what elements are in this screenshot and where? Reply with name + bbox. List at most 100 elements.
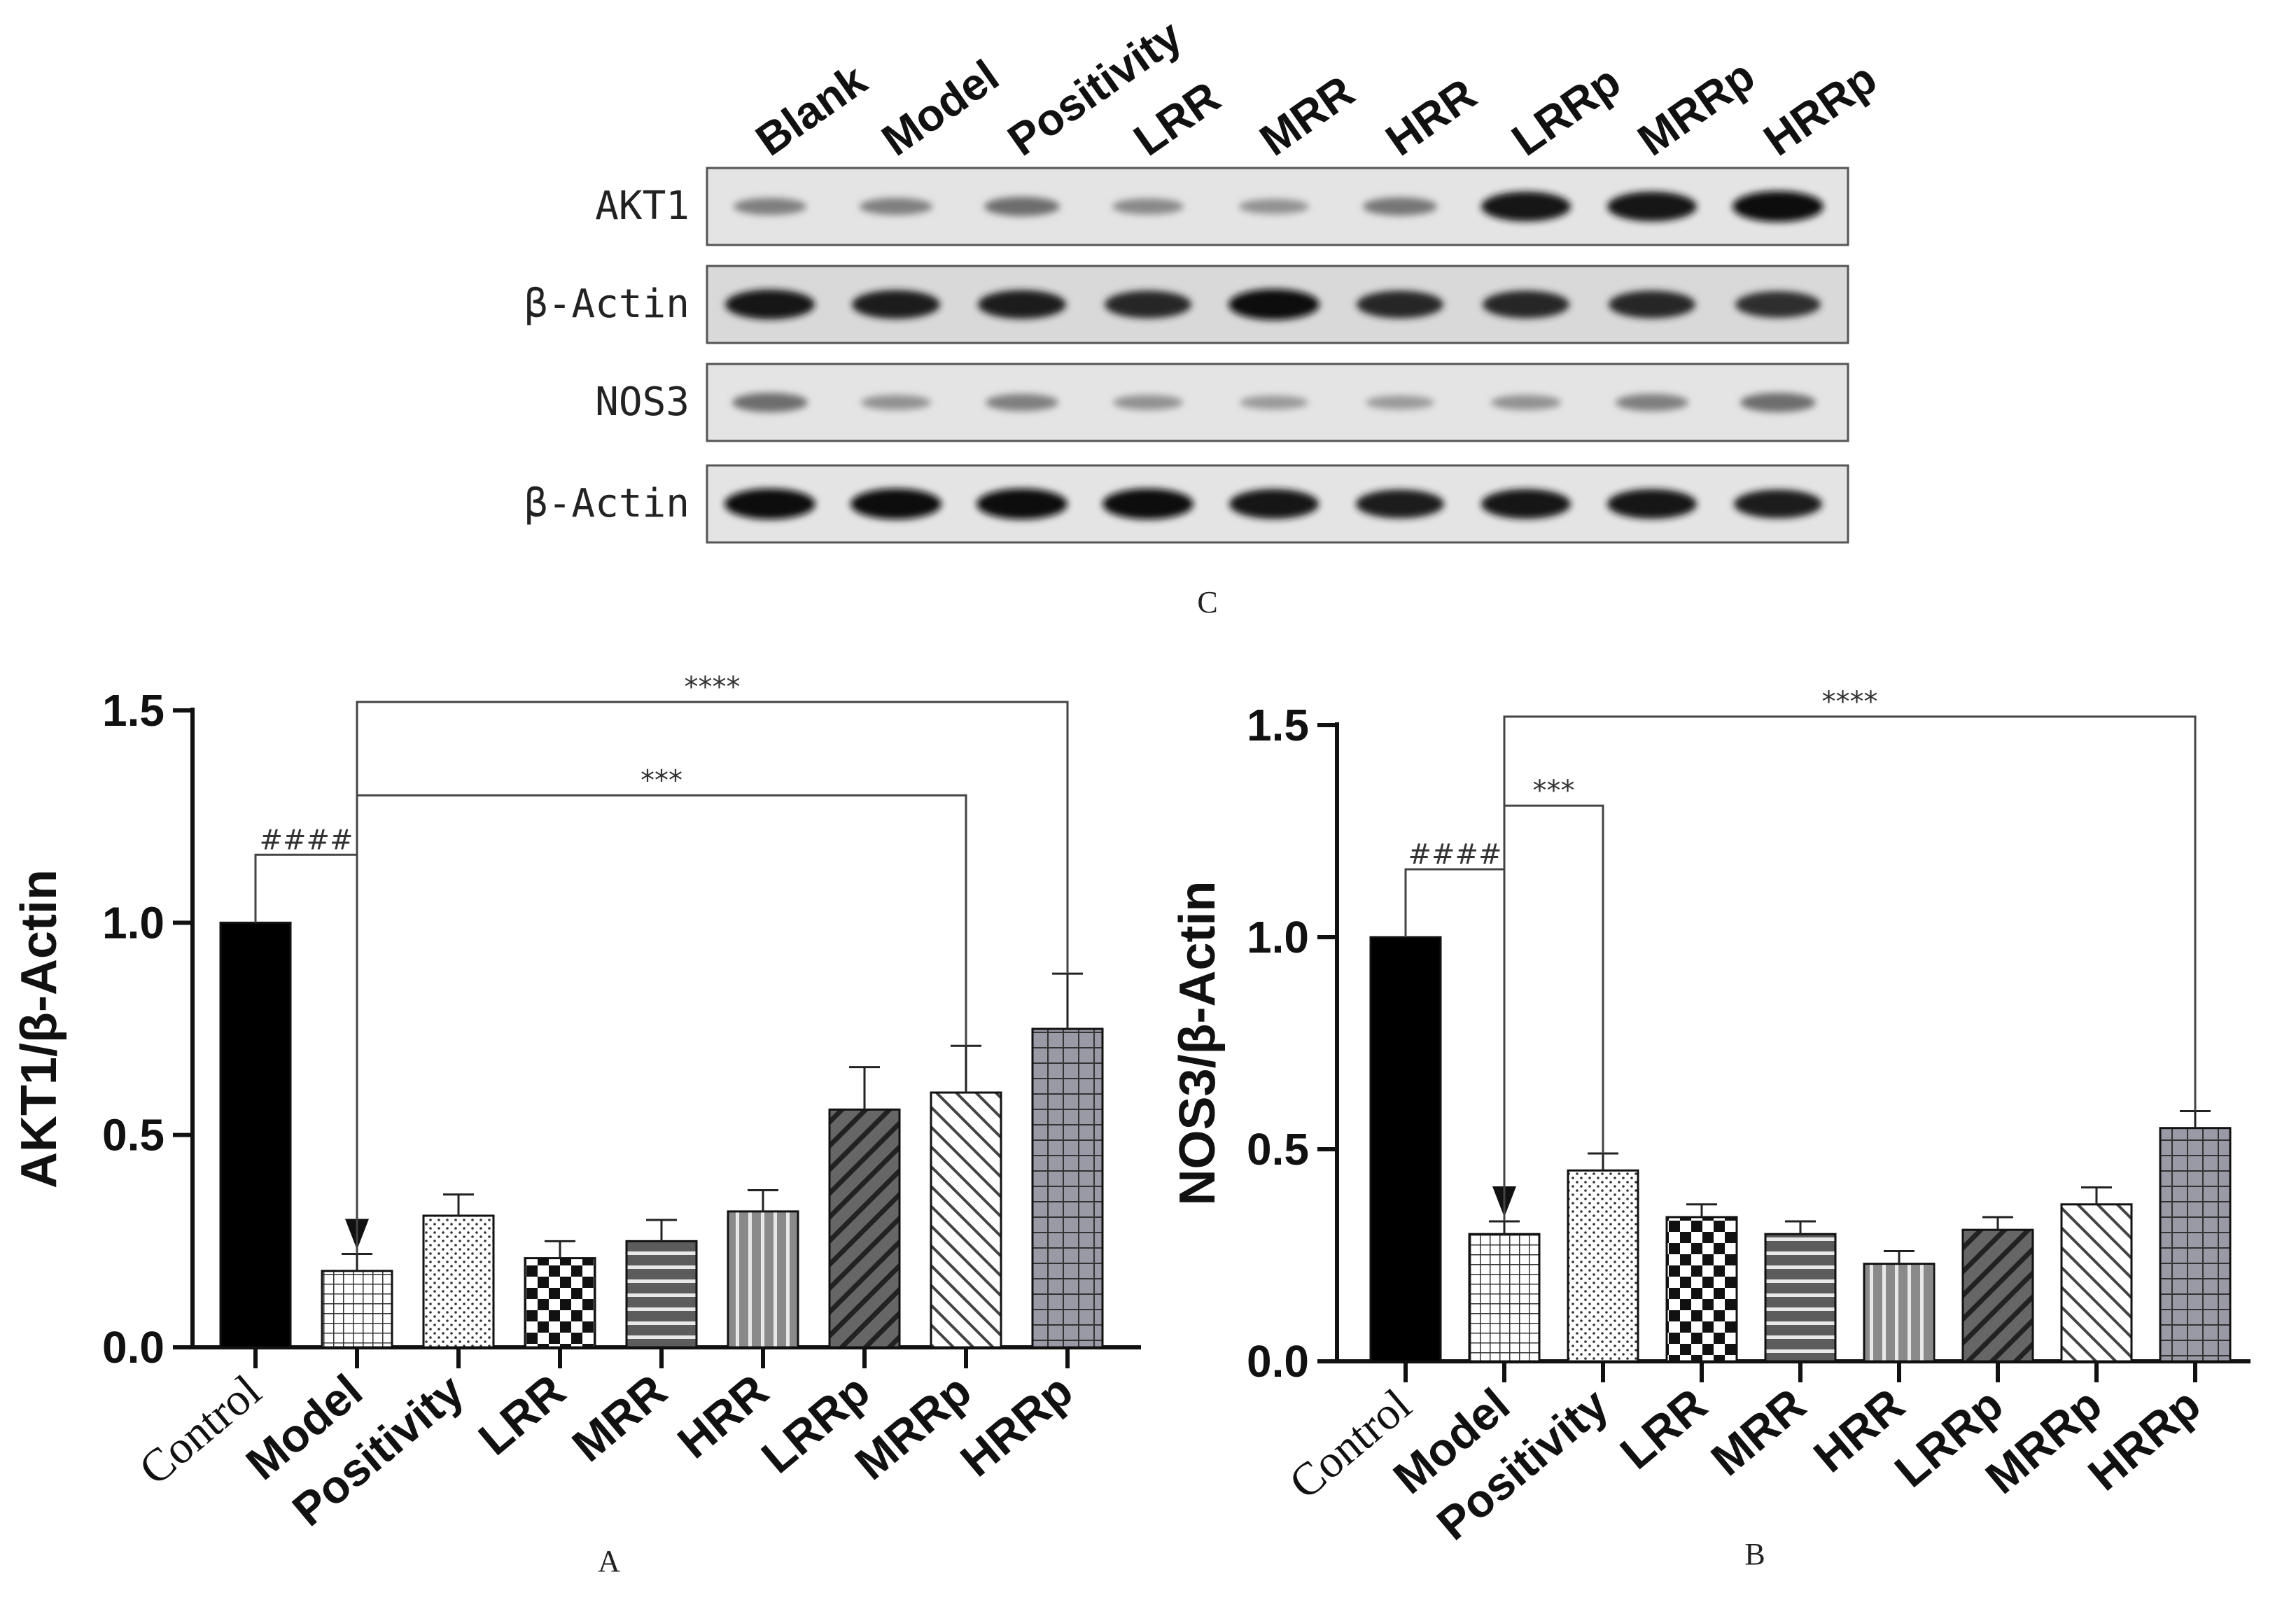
lane-label-hrr: HRR <box>1377 69 1485 166</box>
blot-band <box>724 489 816 519</box>
y-tick-label: 1.5 <box>1247 700 1309 750</box>
blot-band <box>1481 191 1571 222</box>
bar-lrr <box>1665 1216 1738 1363</box>
blot-band <box>1240 395 1308 409</box>
bar-hrrp <box>2159 1127 2232 1363</box>
blot-band <box>1113 395 1183 410</box>
y-axis-title: AKT1/β-Actin <box>11 869 67 1188</box>
bar-model <box>1468 1233 1541 1363</box>
x-tick-label-mrr: MRR <box>562 1364 676 1471</box>
lane-label-mrr: MRR <box>1251 66 1364 166</box>
y-tick-label: 0.0 <box>102 1322 164 1373</box>
significance-bracket <box>1503 804 1604 1184</box>
blot-band <box>734 197 806 216</box>
y-tick-label: 0.5 <box>1247 1124 1309 1174</box>
y-tick-label: 1.5 <box>102 685 164 736</box>
chart-akt1: 0.00.51.01.5AKT1/β-ActinControlModelPosi… <box>11 671 1141 1578</box>
bar-lrrp <box>1961 1228 2034 1363</box>
blot-band <box>1112 198 1184 215</box>
bar-control <box>219 921 292 1349</box>
significance-label: #### <box>1408 838 1502 871</box>
bar-positivity <box>422 1214 495 1349</box>
significance-label: *** <box>1533 775 1575 807</box>
lane-label-mrrp: MRRp <box>1629 50 1764 165</box>
lane-label-lrrp: LRRp <box>1503 56 1630 166</box>
bar-positivity <box>1567 1169 1639 1363</box>
bar-lrr <box>524 1257 596 1349</box>
blot-band <box>1357 290 1443 318</box>
blot-band <box>1607 191 1697 222</box>
blot-band <box>1363 197 1437 216</box>
significance-label: *** <box>640 764 682 797</box>
chart-nos3: 0.00.51.01.5NOS3/β-ActinControlModelPosi… <box>1170 686 2250 1571</box>
bar-model <box>321 1270 393 1349</box>
x-tick-label-lrr: LRR <box>469 1364 575 1465</box>
blot-band <box>732 393 808 412</box>
blot-band <box>1491 395 1561 410</box>
bar-lrrp <box>828 1108 901 1349</box>
y-tick-label: 1.0 <box>1247 912 1309 962</box>
y-axis-title: NOS3/β-Actin <box>1170 881 1226 1206</box>
significance-label: **** <box>685 671 741 703</box>
blot-band <box>1609 290 1695 318</box>
x-tick-label-mrrp: MRRp <box>845 1364 981 1489</box>
x-tick-label-control: Control <box>1280 1380 1420 1510</box>
x-tick-label-hrrp: HRRp <box>951 1364 1082 1487</box>
x-tick-label-lrr: LRR <box>1611 1378 1716 1479</box>
bar-hrr <box>1863 1263 1935 1363</box>
x-tick-label-hrrp: HRRp <box>2078 1378 2210 1501</box>
significance-label: **** <box>1822 686 1878 718</box>
blot-band <box>1607 489 1697 519</box>
y-tick-label: 0.5 <box>102 1110 164 1160</box>
blot-band <box>850 489 941 519</box>
blot-band <box>1229 489 1319 519</box>
blot-row-label-1: AKT1 <box>595 183 690 229</box>
blot-row-label-3: NOS3 <box>595 379 690 425</box>
blot-band <box>1105 290 1191 318</box>
blot-row-label-4: β-Actin <box>524 481 690 526</box>
significance-bracket <box>356 701 1069 1216</box>
blot-band <box>1483 290 1569 318</box>
x-tick-label-mrr: MRR <box>1701 1378 1815 1485</box>
bar-hrr <box>727 1210 799 1349</box>
blot-band <box>861 395 931 410</box>
panel-label-a: A <box>598 1544 620 1578</box>
blot-row-label-2: β-Actin <box>524 281 690 327</box>
bar-mrrp <box>2060 1203 2133 1363</box>
blot-band <box>1734 489 1822 519</box>
blot-band <box>852 290 940 319</box>
bar-hrrp <box>1031 1027 1104 1349</box>
blot-band <box>1102 489 1194 519</box>
blot-band <box>978 290 1066 319</box>
blot-band <box>1616 393 1688 412</box>
blot-band <box>1735 291 1821 318</box>
blot-band <box>860 197 932 216</box>
x-tick-label-control: Control <box>130 1366 270 1496</box>
x-tick-label-mrrp: MRRp <box>1975 1378 2111 1503</box>
lane-label-hrrp: HRRp <box>1755 53 1886 166</box>
panel-label-b: B <box>1744 1537 1765 1571</box>
blot-band <box>1481 489 1571 519</box>
blot-band <box>1366 395 1434 409</box>
blot-band <box>1356 489 1444 519</box>
blot-band <box>1740 393 1816 412</box>
lane-label-blank: Blank <box>747 54 876 165</box>
significance-bracket <box>1503 715 2197 1184</box>
blot-band <box>1228 289 1320 320</box>
panel-label-c: C <box>1197 585 1217 619</box>
blot-band <box>1239 199 1309 214</box>
blot-band <box>976 489 1068 519</box>
blot-band <box>986 393 1058 412</box>
y-tick-label: 0.0 <box>1247 1336 1309 1387</box>
blot-band <box>1732 191 1823 222</box>
bar-mrrp <box>930 1091 1002 1349</box>
lane-label-model: Model <box>873 50 1008 165</box>
y-tick-label: 1.0 <box>102 897 164 948</box>
bar-mrr <box>1764 1233 1837 1363</box>
significance-label: #### <box>259 824 353 856</box>
bar-control <box>1369 936 1442 1363</box>
blot-band <box>725 289 815 320</box>
blot-band <box>984 197 1060 216</box>
